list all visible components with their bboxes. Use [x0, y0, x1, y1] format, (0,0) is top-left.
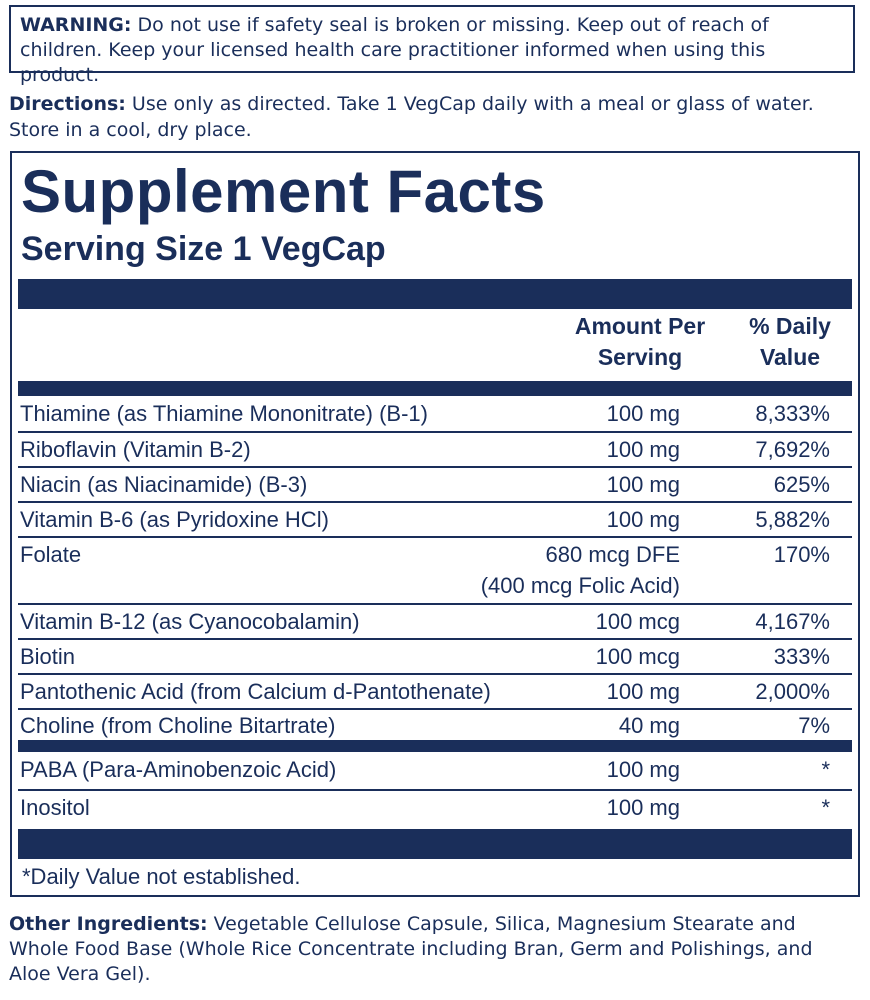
- directions: Directions: Use only as directed. Take 1…: [9, 91, 859, 143]
- row-nutrient-name: Niacin (as Niacinamide) (B-3): [20, 472, 308, 497]
- row-nutrient-name: Vitamin B-12 (as Cyanocobalamin): [20, 609, 360, 634]
- supplement-facts-panel: [10, 151, 860, 897]
- row-daily-value: 170%: [773, 542, 830, 567]
- column-header-amount-line1: Amount Per: [574, 313, 706, 339]
- row-daily-value: 625%: [773, 472, 830, 497]
- row-amount: 100 mg: [606, 757, 680, 782]
- row-amount: 100 mcg: [595, 609, 680, 634]
- row-amount-detail: (400 mcg Folic Acid): [480, 573, 680, 598]
- row-daily-value: 4,167%: [755, 609, 830, 634]
- warning-text: Do not use if safety seal is broken or m…: [20, 14, 769, 86]
- column-header-amount-line2: Serving: [597, 344, 683, 370]
- row-nutrient-name: Folate: [20, 542, 82, 567]
- row-amount: 100 mg: [606, 472, 680, 497]
- row-divider: [18, 789, 852, 791]
- row-daily-value: 5,882%: [755, 507, 830, 532]
- column-header-dv-line1: % Daily: [749, 313, 831, 339]
- row-divider: [18, 431, 852, 433]
- row-amount: 100 mg: [606, 437, 680, 462]
- row-nutrient-name: Vitamin B-6 (as Pyridoxine HCl): [20, 507, 329, 532]
- row-amount: 680 mcg DFE: [545, 542, 681, 567]
- row-daily-value: 2,000%: [755, 679, 830, 704]
- table-row: Vitamin B-12 (as Cyanocobalamin) 100 mcg…: [18, 605, 852, 639]
- other-ingredients-text: Vegetable Cellulose Capsule, Silica, Mag…: [9, 913, 813, 985]
- row-nutrient-name: Choline (from Choline Bitartrate): [20, 713, 336, 738]
- row-nutrient-name: Thiamine (as Thiamine Mononitrate) (B-1): [20, 401, 428, 426]
- column-header-amount: Amount Per Serving: [560, 311, 720, 373]
- row-nutrient-name: Pantothenic Acid (from Calcium d-Pantoth…: [20, 679, 491, 704]
- header-bar-medium: [18, 381, 852, 396]
- table-row: Inositol 100 mg *: [18, 791, 852, 827]
- panel-title: Supplement Facts: [21, 158, 546, 225]
- directions-text: Use only as directed. Take 1 VegCap dail…: [9, 93, 814, 141]
- row-nutrient-name: Inositol: [20, 795, 90, 820]
- row-divider: [18, 638, 852, 640]
- warning-box: WARNING: Do not use if safety seal is br…: [9, 5, 855, 86]
- row-divider: [18, 673, 852, 675]
- footer-bar-thick: [18, 829, 852, 859]
- table-row: Biotin 100 mcg 333%: [18, 640, 852, 674]
- row-amount: 100 mcg: [595, 644, 680, 669]
- row-divider: [18, 466, 852, 468]
- header-bar-thick: [18, 279, 852, 309]
- row-amount: 100 mg: [606, 507, 680, 532]
- row-divider: [18, 603, 852, 605]
- row-divider: [18, 536, 852, 538]
- row-divider: [18, 501, 852, 503]
- row-amount: 100 mg: [606, 401, 680, 426]
- table-row: Thiamine (as Thiamine Mononitrate) (B-1)…: [18, 397, 852, 432]
- table-row: PABA (Para-Aminobenzoic Acid) 100 mg *: [18, 753, 852, 789]
- row-daily-value: *: [821, 757, 830, 782]
- column-header-daily-value: % Daily Value: [728, 311, 852, 373]
- row-amount: 40 mg: [618, 713, 680, 738]
- other-ingredients: Other Ingredients: Vegetable Cellulose C…: [9, 912, 859, 987]
- row-daily-value: 333%: [773, 644, 830, 669]
- row-divider: [18, 708, 852, 710]
- row-amount: 100 mg: [606, 795, 680, 820]
- warning-label: WARNING:: [20, 14, 132, 36]
- row-daily-value: 7,692%: [755, 437, 830, 462]
- other-ingredients-label: Other Ingredients:: [9, 913, 208, 935]
- row-daily-value: *: [821, 795, 830, 820]
- serving-size: Serving Size 1 VegCap: [21, 230, 386, 268]
- row-daily-value: 8,333%: [755, 401, 830, 426]
- row-amount: 100 mg: [606, 679, 680, 704]
- table-row: Choline (from Choline Bitartrate) 40 mg …: [18, 710, 852, 740]
- row-nutrient-name: Riboflavin (Vitamin B-2): [20, 437, 251, 462]
- row-nutrient-name: Biotin: [20, 644, 76, 669]
- table-row: Pantothenic Acid (from Calcium d-Pantoth…: [18, 675, 852, 709]
- column-header-dv-line2: Value: [759, 344, 821, 370]
- table-row: Vitamin B-6 (as Pyridoxine HCl) 100 mg 5…: [18, 503, 852, 537]
- table-row: Folate 680 mcg DFE (400 mcg Folic Acid) …: [18, 538, 852, 604]
- row-daily-value: 7%: [798, 713, 830, 738]
- table-row: Niacin (as Niacinamide) (B-3) 100 mg 625…: [18, 468, 852, 502]
- table-row: Riboflavin (Vitamin B-2) 100 mg 7,692%: [18, 433, 852, 467]
- footnote: *Daily Value not established.: [22, 864, 301, 889]
- section-divider-bar: [18, 740, 852, 752]
- directions-label: Directions:: [9, 93, 126, 115]
- row-nutrient-name: PABA (Para-Aminobenzoic Acid): [20, 757, 337, 782]
